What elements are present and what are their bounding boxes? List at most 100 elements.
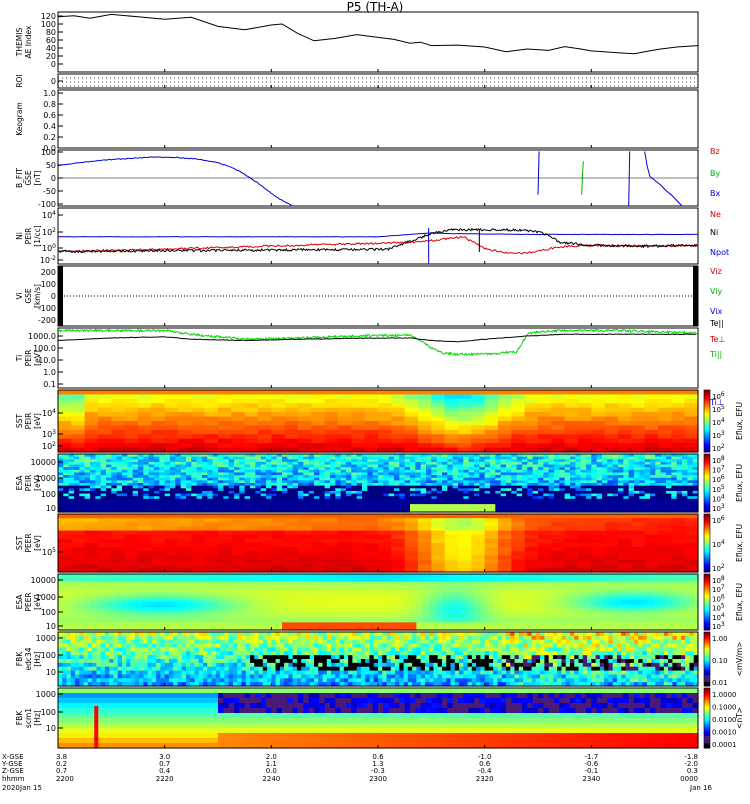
time-tick-label: 0000: [680, 775, 698, 783]
sst_i-colorbar-tick: 102: [712, 443, 725, 453]
vi-ylabel: Vi: [15, 292, 24, 299]
fbk_b-colorbar-label: <nT>: [735, 707, 744, 729]
keogram-ytick-label: 0.8: [43, 100, 56, 109]
sst_i-ylabel: SST: [15, 414, 24, 429]
sst_i-ytick-label: 103: [42, 429, 56, 439]
bfit-bx-line: [58, 157, 293, 206]
bfit-legend-item: By: [710, 169, 720, 178]
bfit-ytick-label: 0: [51, 174, 56, 183]
fbk_e-colorbar-tick: 1.00: [712, 635, 728, 643]
ti-ytick-label: 100.0: [33, 344, 56, 353]
sst_e-ylabel: SST: [15, 536, 24, 551]
fbk_b-colorbar-tick: 0.0100: [712, 716, 737, 724]
time-tick-label: 2220: [156, 775, 174, 783]
fbk_e-colorbar-tick: 0.01: [712, 679, 728, 687]
ti-tperp-line: [58, 329, 697, 355]
ephem-z-gse: 0.7: [56, 767, 67, 775]
vi-ytick-label: 100: [41, 280, 56, 289]
fbk_b-colorbar-tick: 0.0001: [712, 741, 737, 749]
vi-legend-item: Vix: [710, 307, 723, 316]
ephem-z-gse: -0.4: [478, 767, 492, 775]
sst_e-colorbar-tick: 104: [712, 539, 725, 549]
fbk_e-heatmap: [58, 632, 699, 687]
esa_e-ytick-label: 1000: [36, 593, 56, 602]
bfit-ylabel: GSE: [24, 170, 33, 186]
fbk_e-colorbar-label: <mV/m>: [735, 642, 744, 677]
sst_i-colorbar-tick: 105: [712, 404, 725, 414]
ti-legend-item: Ti||: [709, 350, 722, 359]
ti-legend-item: Te⊥: [709, 335, 725, 344]
ae-ylabel: THEMIS: [15, 28, 24, 58]
vi-ytick-label: -200: [38, 316, 56, 325]
esa_e-ylabel: ESA: [15, 594, 24, 610]
ae-frame: [58, 12, 698, 72]
sst_e-ylabel: [eV]: [33, 535, 42, 551]
ephem-row-label: hhmm: [2, 775, 25, 783]
sst_i-ylabel: PEIR: [24, 413, 33, 430]
time-tick-label: 2300: [369, 775, 387, 783]
ni-ytick-label: 100: [42, 243, 56, 253]
sst_i-ylabel: [eV]: [33, 413, 42, 429]
sst_i-ytick-label: 104: [42, 408, 56, 418]
time-tick-label: 2240: [262, 775, 280, 783]
ephem-z-gse: 0.0: [266, 767, 277, 775]
bfit-bx-4-line: [645, 151, 682, 206]
sst_e-colorbar-tick: 106: [712, 515, 725, 525]
vi-edge-bar: [58, 266, 63, 326]
esa_i-colorbar-tick: 108: [712, 455, 725, 465]
sst_i-colorbar-label: Eflux, EFU: [735, 402, 744, 440]
ni-ni-line: [58, 229, 697, 253]
fbk_e-colorbar-tick: 0.10: [712, 657, 728, 665]
sst_e-ytick-label: 105: [42, 547, 56, 557]
fbk_b-colorbar-tick: 1.0000: [712, 691, 737, 699]
vi-ylabel: GSE: [24, 288, 33, 304]
ephem-z-gse: -0.3: [371, 767, 385, 775]
ni-ytick-label: 104: [42, 210, 56, 220]
vi-edge-bar: [693, 266, 698, 326]
bfit-legend-item: Bx: [710, 189, 720, 198]
vi-ytick-label: 200: [41, 268, 56, 277]
esa_i-colorbar-tick: 105: [712, 484, 725, 494]
sst_i-heatmap: [58, 390, 699, 453]
esa_i-ylabel: ESA: [15, 475, 24, 491]
ephem-start-date: Jan 15: [19, 784, 42, 792]
time-tick-label: 2340: [582, 775, 600, 783]
esa_e-colorbar-tick: 103: [712, 621, 725, 631]
vi-ytick-label: 0: [51, 292, 56, 301]
fbk_e-ytick-label: 1000: [36, 634, 56, 643]
ti-ytick-label: 1000.0: [28, 332, 56, 341]
ni-npot-line: [58, 233, 698, 237]
ni-ylabel: Ni: [15, 232, 24, 240]
time-tick-label: 2200: [56, 775, 74, 783]
fbk_b-ytick-label: 100: [41, 708, 56, 717]
esa_i-colorbar-tick: 106: [712, 474, 725, 484]
bfit-ytick-label: 50: [46, 161, 56, 170]
ti-ytick-label: 1.0: [43, 368, 56, 377]
fbk_b-ylabel: scm1: [24, 708, 33, 728]
sst_e-heatmap: [58, 514, 699, 573]
keogram-ytick-label: 0.4: [43, 122, 56, 131]
fbk_e-colorbar: [704, 632, 710, 687]
fbk_e-ytick-label: 100: [41, 651, 56, 660]
sst_i-colorbar: [704, 390, 710, 453]
time-tick-label: 2320: [476, 775, 494, 783]
esa_i-ytick-label: 100: [41, 490, 56, 499]
fbk_e-ylabel: FBK: [15, 651, 24, 666]
ti-ylabel: PEIR: [24, 350, 33, 367]
bfit-ylabel: [nT]: [33, 170, 42, 185]
bfit-bx-2-line: [538, 151, 539, 194]
ephem-z-gse: -0.1: [584, 767, 598, 775]
fbk_b-colorbar-tick: 0.0010: [712, 729, 737, 737]
ti-ytick-label: 10.0: [38, 356, 56, 365]
fbk_e-ylabel: edc34: [24, 647, 33, 670]
esa_i-colorbar: [704, 454, 710, 513]
bfit-legend-item: Bz: [710, 147, 720, 156]
bfit-ylabel: B_FIT: [15, 168, 24, 188]
fbk_b-colorbar: [704, 688, 710, 749]
sst_e-colorbar-tick: 102: [712, 563, 725, 573]
ephem-z-gse: 0.3: [687, 767, 698, 775]
esa_e-ytick-label: 10000: [31, 576, 56, 585]
esa_i-ytick-label: 10: [46, 504, 56, 513]
